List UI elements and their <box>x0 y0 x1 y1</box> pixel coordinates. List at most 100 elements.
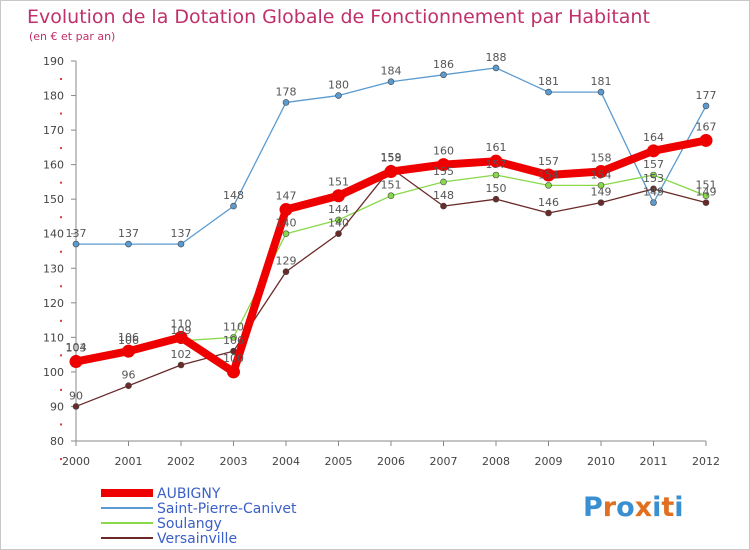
x-tick-label: 2006 <box>377 455 405 468</box>
data-point-soulangy <box>387 192 395 200</box>
data-point-versainville <box>440 202 447 210</box>
data-label-soulangy: 140 <box>276 217 297 230</box>
data-label-saint-pierre-canivet: 137 <box>66 227 87 240</box>
legend: AUBIGNYSaint-Pierre-CanivetSoulangyVersa… <box>101 486 297 547</box>
data-point-soulangy <box>492 171 500 179</box>
data-point-saint-pierre-canivet <box>440 71 447 79</box>
proxiti-logo: Proxiti <box>583 492 684 523</box>
data-label-soulangy: 151 <box>696 179 717 192</box>
data-label-saint-pierre-canivet: 148 <box>223 189 244 202</box>
y-tick-label: 100 <box>43 366 64 379</box>
data-label-aubigny: 103 <box>66 342 87 355</box>
data-label-versainville: 96 <box>122 369 136 382</box>
x-tick-label: 2000 <box>62 455 90 468</box>
y-tick-label: 110 <box>43 331 64 344</box>
data-label-soulangy: 109 <box>171 324 192 337</box>
legend-label: AUBIGNY <box>157 486 221 502</box>
y-minor-tick <box>60 285 62 288</box>
data-label-aubigny: 157 <box>538 155 559 168</box>
data-point-soulangy <box>702 192 710 200</box>
data-point-soulangy <box>545 182 552 189</box>
x-tick-label: 2010 <box>587 455 615 468</box>
data-point-aubigny <box>227 365 240 379</box>
chart-title: Evolution de la Dotation Globale de Fonc… <box>27 6 650 28</box>
data-point-aubigny <box>384 165 398 179</box>
data-point-versainville <box>545 209 552 217</box>
data-point-saint-pierre-canivet <box>282 99 290 106</box>
data-label-saint-pierre-canivet: 188 <box>486 51 507 64</box>
data-label-soulangy: 154 <box>538 168 559 181</box>
brand-letter: i <box>674 492 683 523</box>
series-line-versainville <box>75 167 707 408</box>
data-point-aubigny <box>542 168 555 182</box>
data-label-aubigny: 106 <box>118 331 139 344</box>
x-tick-label: 2009 <box>535 455 563 468</box>
data-label-saint-pierre-canivet: 177 <box>696 89 717 102</box>
data-point-saint-pierre-canivet <box>177 240 185 248</box>
data-point-versainville <box>650 185 657 193</box>
data-point-aubigny <box>489 154 503 168</box>
data-label-aubigny: 151 <box>328 176 349 189</box>
data-point-soulangy <box>282 230 290 238</box>
data-point-versainville <box>335 230 342 238</box>
data-point-aubigny <box>594 165 608 179</box>
y-minor-tick <box>60 78 62 80</box>
y-minor-tick <box>60 423 62 426</box>
data-label-versainville: 159 <box>381 151 402 164</box>
data-label-versainville: 149 <box>696 186 717 199</box>
brand-letter: t <box>661 492 674 523</box>
data-point-aubigny <box>69 355 83 369</box>
data-point-versainville <box>177 361 185 369</box>
brand-logo: Proxiti <box>583 492 684 523</box>
data-point-versainville <box>72 403 80 410</box>
data-point-versainville <box>597 199 605 206</box>
data-label-soulangy: 157 <box>643 158 664 171</box>
data-label-aubigny: 164 <box>643 131 664 144</box>
data-label-versainville: 149 <box>591 186 612 199</box>
data-label-versainville: 153 <box>643 172 664 185</box>
brand-letter: o <box>616 492 635 523</box>
data-label-soulangy: 144 <box>328 203 349 216</box>
data-point-versainville <box>702 199 710 206</box>
data-label-aubigny: 158 <box>381 152 402 165</box>
y-minor-tick <box>60 388 62 391</box>
data-label-aubigny: 158 <box>591 152 612 165</box>
data-label-soulangy: 155 <box>433 165 454 178</box>
data-point-aubigny <box>332 189 345 203</box>
data-label-soulangy: 157 <box>486 158 507 171</box>
data-point-saint-pierre-canivet <box>545 88 552 96</box>
data-label-saint-pierre-canivet: 186 <box>433 58 454 71</box>
data-label-saint-pierre-canivet: 180 <box>328 79 349 92</box>
y-minor-tick <box>60 250 62 253</box>
y-minor-tick <box>60 354 62 357</box>
axes: 80 90 100 110 120 130 140 150 160 170 180 190 2000 20… <box>43 55 720 468</box>
y-tick-label: 140 <box>43 228 64 241</box>
data-point-soulangy <box>597 182 605 189</box>
x-tick-label: 2003 <box>220 455 248 468</box>
series-lines <box>69 64 713 410</box>
data-label-aubigny: 147 <box>276 190 297 203</box>
data-label-aubigny: 160 <box>433 145 454 158</box>
data-label-versainville: 106 <box>223 334 244 347</box>
data-point-aubigny <box>122 344 135 358</box>
data-point-soulangy <box>650 171 657 179</box>
brand-letter: r <box>603 492 617 523</box>
data-label-saint-pierre-canivet: 137 <box>171 227 192 240</box>
data-label-soulangy: 154 <box>591 168 612 181</box>
legend-label: Versainville <box>157 531 237 547</box>
data-point-saint-pierre-canivet <box>387 78 395 86</box>
data-label-saint-pierre-canivet: 137 <box>118 227 139 240</box>
data-labels: 137 137 137 148 178 180 184 186 188 181 181 149 177 1… <box>66 51 717 403</box>
data-label-saint-pierre-canivet: 178 <box>276 85 297 98</box>
data-label-soulangy: 151 <box>381 179 402 192</box>
brand-letter: i <box>652 492 661 523</box>
data-label-aubigny: 100 <box>223 352 244 365</box>
data-point-saint-pierre-canivet <box>650 199 657 206</box>
data-point-saint-pierre-canivet <box>230 202 237 210</box>
data-label-soulangy: 110 <box>223 320 244 333</box>
x-tick-label: 2002 <box>167 455 195 468</box>
data-label-versainville: 90 <box>69 389 83 402</box>
legend-label: Soulangy <box>157 516 222 532</box>
data-point-versainville <box>492 195 500 203</box>
y-tick-label: 130 <box>43 262 64 275</box>
